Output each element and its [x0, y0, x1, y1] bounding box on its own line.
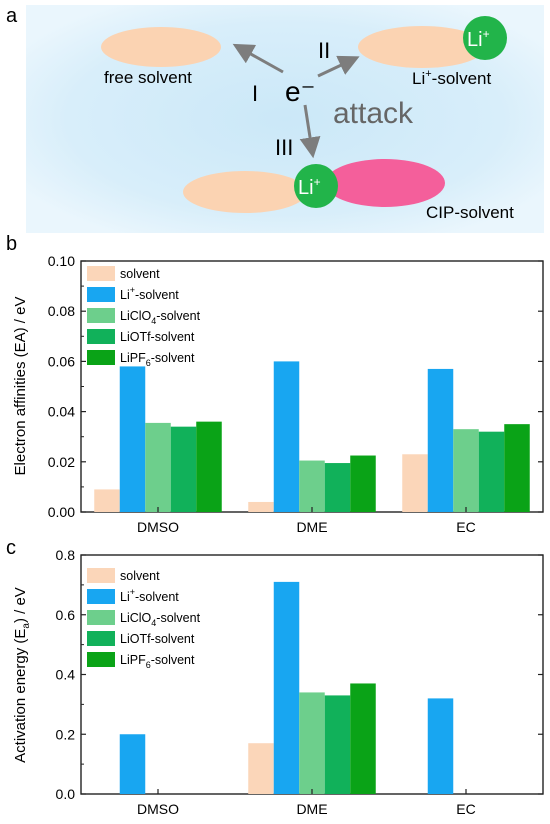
panel-b-label: b: [6, 233, 17, 255]
chart-c-legend-label-liclo4-solvent: LiClO4-solvent: [120, 611, 201, 628]
panel-c-ylabel: Activation energy (Ea) / eV: [12, 587, 32, 763]
chart-c-legend-label-lipf6-solvent: LiPF6-solvent: [120, 653, 195, 670]
cip-solvent-label: CIP-solvent: [426, 203, 514, 222]
free-solvent-ellipse: [101, 27, 221, 67]
chart-b-bar-liotf-solvent-dmso: [170, 426, 197, 512]
chart-c-ytick-label: 0.6: [56, 607, 76, 623]
li-ion-bottom-label: Li+: [298, 175, 321, 199]
li-solvent-ellipse: [358, 26, 486, 68]
chart-b-bar-liclo4-solvent-dme: [299, 460, 325, 512]
path-III-label: III: [275, 135, 293, 160]
chart-b-bar-liotf-solvent-dme: [324, 463, 351, 512]
chart-c-legend-label-liotf-solvent: LiOTf-solvent: [120, 632, 195, 646]
chart-b-bar-li-solvent-dmso: [119, 366, 146, 512]
chart-b-bar-solvent-dmso: [94, 489, 120, 512]
chart-b-legend-swatch-liotf-solvent: [87, 329, 115, 344]
panel-a-label: a: [6, 5, 18, 27]
li-ion-top-label: Li+: [467, 27, 490, 51]
chart-c-legend-label-solvent: solvent: [120, 569, 160, 583]
chart-b-bar-solvent-dme: [248, 501, 274, 512]
chart-c-bar-liotf-solvent-dme: [324, 695, 351, 794]
chart-b-ytick-label: 0.10: [48, 253, 75, 269]
chart-b-bar-lipf6-solvent-dmso: [196, 421, 222, 512]
panel-c-label: c: [6, 537, 16, 559]
chart-b-xtick-label: DMSO: [137, 519, 179, 535]
chart-c-ytick-label: 0.4: [56, 667, 76, 683]
panel-c: c Activation energy (Ea) / eV 0.00.20.40…: [6, 537, 544, 817]
li-ion-circle-top: [463, 16, 507, 60]
chart-b-legend-swatch-lipf6-solvent: [87, 350, 115, 365]
chart-b-ytick-label: 0.06: [48, 353, 75, 369]
chart-b-ytick-label: 0.04: [48, 404, 75, 420]
chart-b-bar-lipf6-solvent-ec: [504, 424, 530, 512]
li-solvent-label: Li+-solvent: [412, 68, 491, 88]
chart-c-legend-label-li-solvent: Li+-solvent: [120, 587, 179, 604]
chart-c-legend-swatch-li-solvent: [87, 589, 115, 604]
chart-c-legend-swatch-liclo4-solvent: [87, 610, 115, 625]
chart-b-legend-label-liclo4-solvent: LiClO4-solvent: [120, 309, 201, 326]
li-ion-circle-bottom: [294, 164, 338, 208]
path-II-label: II: [318, 38, 330, 63]
cip-anion-ellipse: [325, 159, 445, 207]
chart-c-bar-li-solvent-dme: [273, 581, 300, 794]
chart-c-legend-swatch-liotf-solvent: [87, 631, 115, 646]
panel-a: a free solvent Li+ Li+-solvent I II III …: [6, 5, 544, 233]
chart-b-bar-solvent-ec: [402, 454, 428, 512]
chart-b-bar-lipf6-solvent-dme: [350, 455, 376, 512]
chart-c-legend-swatch-lipf6-solvent: [87, 652, 115, 667]
arrow-path-II: [317, 55, 360, 78]
chart-b-xtick-label: DME: [296, 519, 327, 535]
cip-left-ellipse: [183, 171, 307, 213]
path-I-label: I: [252, 81, 258, 106]
chart-c-ytick-label: 0.0: [56, 786, 76, 802]
panel-c-plot: 0.0 0.2 0.4 0.6 0.8 DMSO DME EC solvent Li+-solve…: [56, 547, 544, 817]
chart-c-xtick-label: EC: [456, 801, 475, 817]
chart-c-xtick-label: DMSO: [137, 801, 179, 817]
chart-c-ytick-label: 0.8: [56, 547, 76, 563]
chart-c-bar-solvent-dme: [248, 743, 274, 794]
chart-c-xtick-label: DME: [296, 801, 327, 817]
free-solvent-label: free solvent: [104, 68, 192, 87]
panel-b-plot: 0.00 0.02 0.04 0.06 0.08 0.10 DMSO DME EC solvent…: [48, 253, 544, 535]
chart-b-bar-liotf-solvent-ec: [478, 431, 505, 512]
chart-b-bar-li-solvent-dme: [273, 361, 300, 512]
chart-b-legend-label-liotf-solvent: LiOTf-solvent: [120, 330, 195, 344]
arrow-path-I: [232, 43, 284, 74]
panel-b-ylabel: Electron affinities (EA) / eV: [12, 297, 29, 476]
chart-b-bar-li-solvent-ec: [427, 368, 454, 512]
chart-c-ytick-label: 0.2: [56, 726, 76, 742]
attack-label: attack: [333, 97, 414, 130]
chart-b-ytick-label: 0.08: [48, 303, 75, 319]
panel-b: b Electron affinities (EA) / eV 0.00 0.02…: [6, 233, 544, 535]
chart-b-bar-liclo4-solvent-dmso: [145, 422, 171, 512]
chart-b-ytick-label: 0.00: [48, 504, 75, 520]
chart-b-ytick-label: 0.02: [48, 454, 75, 470]
chart-c-bar-li-solvent-ec: [427, 698, 454, 794]
chart-c-bar-li-solvent-dmso: [119, 734, 146, 794]
electron-label: e⁻: [285, 76, 315, 107]
chart-b-legend-label-li-solvent: Li+-solvent: [120, 285, 179, 302]
chart-b-legend-label-solvent: solvent: [120, 267, 160, 281]
chart-c-legend-swatch-solvent: [87, 568, 115, 583]
chart-b-legend-swatch-li-solvent: [87, 287, 115, 302]
chart-c-bar-liclo4-solvent-dme: [299, 692, 325, 794]
chart-b-legend-label-lipf6-solvent: LiPF6-solvent: [120, 351, 195, 368]
chart-b-legend-swatch-solvent: [87, 266, 115, 281]
chart-b-legend-swatch-liclo4-solvent: [87, 308, 115, 323]
chart-b-bar-liclo4-solvent-ec: [453, 429, 479, 512]
arrow-path-III: [299, 104, 321, 159]
chart-b-xtick-label: EC: [456, 519, 475, 535]
chart-c-bar-lipf6-solvent-dme: [350, 683, 376, 794]
